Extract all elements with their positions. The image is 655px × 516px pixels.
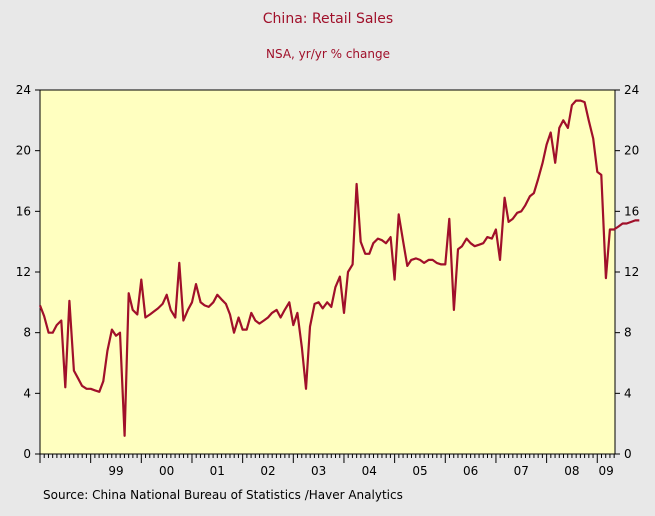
y-tick-label-right: 16 [624,204,639,218]
x-axis: 99 00 01 02 03 04 05 06 07 08 09 [39,454,615,478]
y-tick-label-left: 0 [23,447,31,461]
y-tick-label-right: 8 [624,326,632,340]
x-tick-label: 09 [598,464,613,478]
y-tick-label-left: 4 [23,386,31,400]
x-tick-label: 08 [564,464,579,478]
y-tick-label-right: 20 [624,144,639,158]
x-tick-label: 99 [108,464,123,478]
x-tick-label: 03 [311,464,326,478]
x-tick-label: 02 [260,464,275,478]
x-tick-label: 07 [514,464,529,478]
y-axis-left: 0 4 8 12 16 20 24 [16,83,40,461]
y-tick-label-left: 24 [16,83,31,97]
y-tick-label-left: 12 [16,265,31,279]
source-note: Source: China National Bureau of Statist… [43,488,403,502]
x-tick-label: 00 [159,464,174,478]
y-tick-label-right: 4 [624,386,632,400]
y-tick-label-left: 16 [16,204,31,218]
y-tick-label-left: 20 [16,144,31,158]
y-tick-label-right: 0 [624,447,632,461]
x-tick-label: 06 [463,464,478,478]
y-tick-label-right: 24 [624,83,639,97]
chart-title: China: Retail Sales [263,11,393,27]
y-tick-label-right: 12 [624,265,639,279]
series-line-0 [38,99,640,437]
x-tick-label: 05 [412,464,427,478]
chart-subtitle: NSA, yr/yr % change [266,47,390,61]
y-axis-right: 0 4 8 12 16 20 24 [615,83,639,461]
series-group [38,99,640,437]
y-tick-label-left: 8 [23,326,31,340]
x-tick-label: 01 [210,464,225,478]
x-tick-label: 04 [362,464,377,478]
plot-area [39,89,616,455]
